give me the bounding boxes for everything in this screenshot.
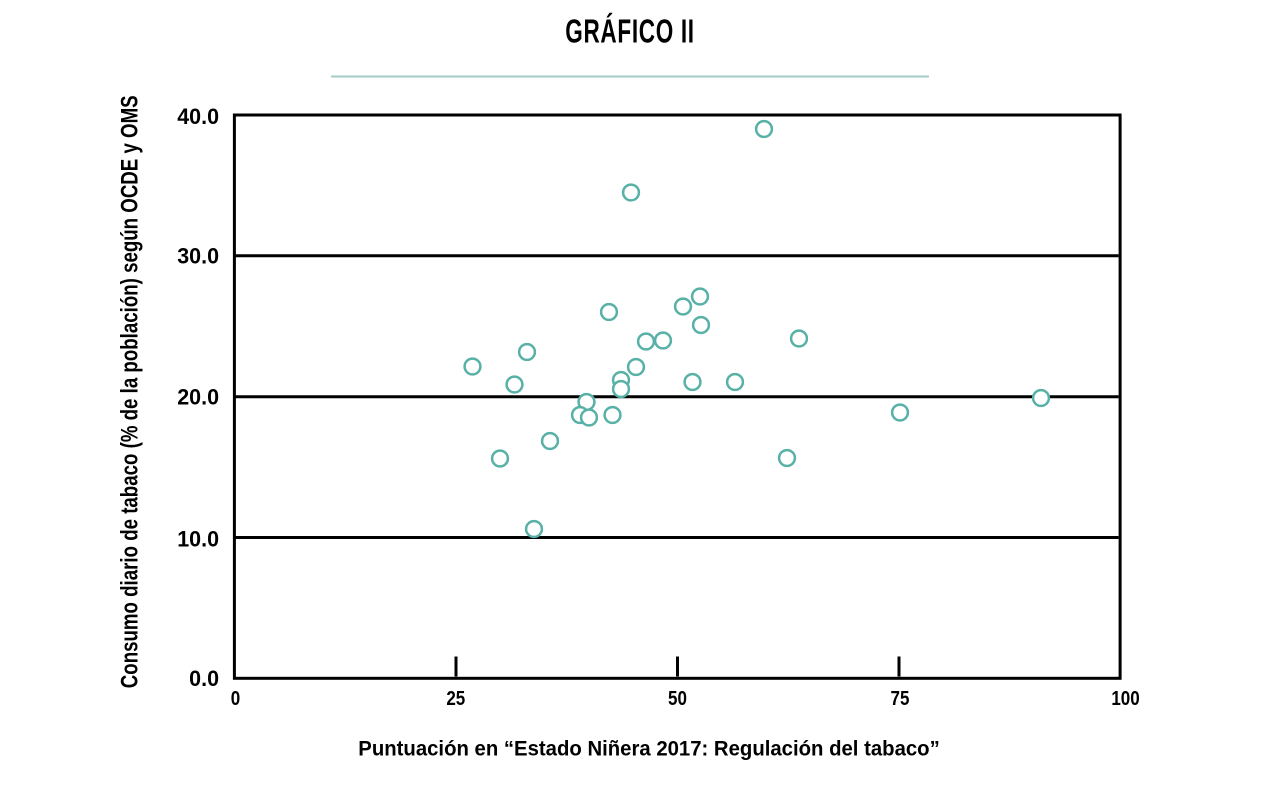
svg-text:GRÁFICO II: GRÁFICO II (565, 13, 694, 51)
svg-text:100: 100 (1111, 687, 1139, 710)
svg-text:0: 0 (231, 687, 240, 710)
svg-text:40.0: 40.0 (177, 104, 219, 130)
svg-text:20.0: 20.0 (177, 384, 219, 410)
svg-text:Consumo diario de tabaco (% de: Consumo diario de tabaco (% de la poblac… (116, 95, 143, 688)
svg-text:30.0: 30.0 (177, 243, 219, 269)
svg-text:0.0: 0.0 (189, 665, 219, 691)
svg-text:50: 50 (668, 687, 687, 710)
svg-text:Puntuación en “Estado Niñera 2: Puntuación en “Estado Niñera 2017: Regul… (358, 737, 939, 761)
svg-text:10.0: 10.0 (177, 526, 219, 552)
svg-text:75: 75 (891, 687, 910, 710)
svg-text:25: 25 (446, 687, 465, 710)
